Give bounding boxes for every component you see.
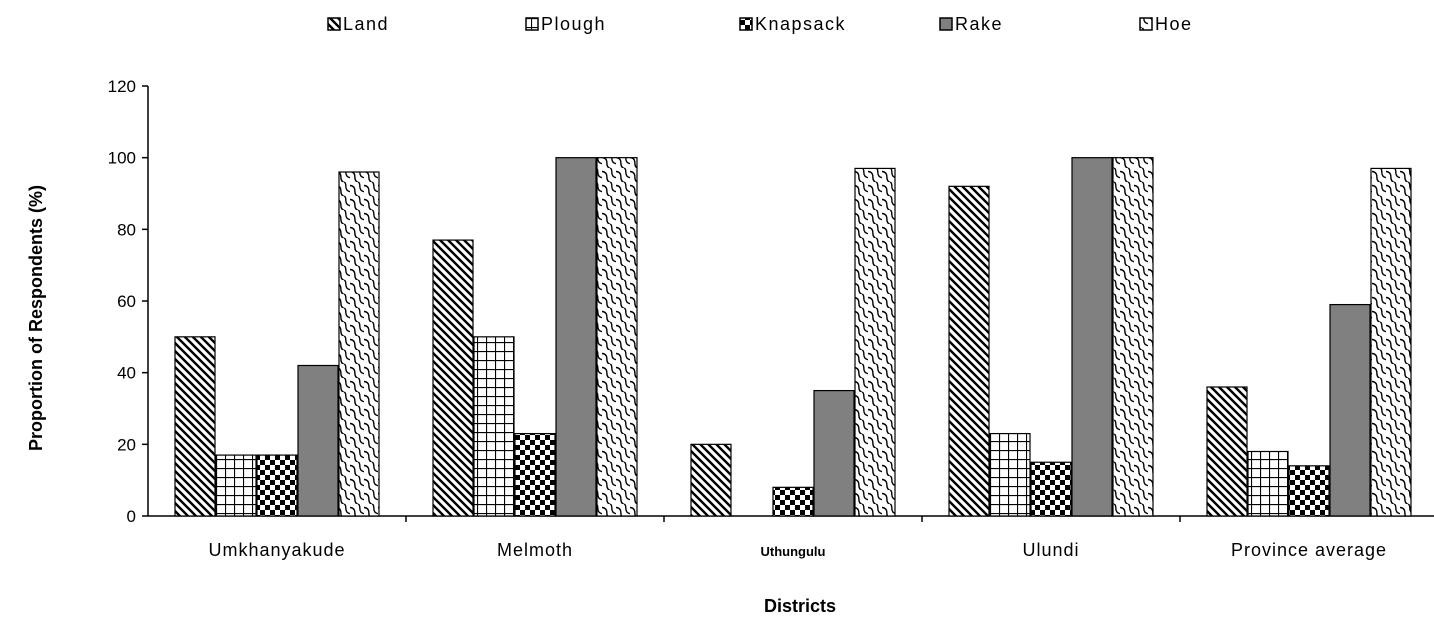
bar-plough-umkhanyakude <box>215 454 257 517</box>
bar-knapsack-province-average <box>1288 465 1330 517</box>
bar-land-ulundi <box>948 185 990 517</box>
bar-hoe-melmoth <box>596 157 638 517</box>
legend-swatch-land <box>327 17 341 31</box>
bar-rake-melmoth <box>555 157 597 517</box>
bar-plough-melmoth <box>473 336 515 517</box>
legend-label-land: Land <box>343 14 389 34</box>
bar-hoe-province-average <box>1370 167 1412 517</box>
bar-knapsack-ulundi <box>1030 461 1072 517</box>
bar-rake-ulundi <box>1071 157 1113 517</box>
bar-plough-province-average <box>1247 450 1289 517</box>
legend-label-hoe: Hoe <box>1155 14 1193 34</box>
legend-swatch-hoe <box>1139 17 1153 31</box>
y-axis-title: Proportion of Respondents (%) <box>26 185 46 451</box>
legend-label-plough: Plough <box>541 14 606 34</box>
x-tick-label-ulundi: Ulundi <box>1022 540 1079 560</box>
y-tick-label: 100 <box>108 149 136 168</box>
y-tick-label: 120 <box>108 77 136 96</box>
bar-knapsack-umkhanyakude <box>256 454 298 517</box>
bar-hoe-ulundi <box>1112 157 1154 517</box>
x-axis-title: Districts <box>764 596 836 616</box>
x-tick-label-province-average: Province average <box>1231 540 1387 560</box>
bar-rake-province-average <box>1329 303 1371 517</box>
legend: Land Plough Knapsack Rake Hoe <box>327 14 1193 34</box>
x-axis: Umkhanyakude Melmoth Uthungulu Ulundi Provin… <box>148 515 1434 560</box>
y-tick-label: 0 <box>127 507 136 526</box>
bar-land-uthungulu <box>690 443 732 517</box>
x-tick-label-melmoth: Melmoth <box>497 540 573 560</box>
y-tick-label: 60 <box>117 292 136 311</box>
bar-land-umkhanyakude <box>174 336 216 517</box>
bar-plough-ulundi <box>989 432 1031 517</box>
y-axis: 0 20 40 60 80 100 120 <box>108 77 149 526</box>
bar-hoe-umkhanyakude <box>338 171 380 517</box>
bar-land-province-average <box>1206 386 1248 517</box>
bars <box>174 157 1412 517</box>
bar-knapsack-melmoth <box>514 432 556 517</box>
bar-rake-uthungulu <box>813 389 855 517</box>
legend-label-knapsack: Knapsack <box>755 14 846 34</box>
x-tick-label-uthungulu: Uthungulu <box>761 544 826 559</box>
y-tick-label: 40 <box>117 364 136 383</box>
legend-swatch-plough <box>525 17 539 31</box>
x-tick-label-umkhanyakude: Umkhanyakude <box>208 540 345 560</box>
bar-hoe-uthungulu <box>854 167 896 517</box>
y-tick-label: 80 <box>117 220 136 239</box>
legend-swatch-knapsack <box>739 17 753 31</box>
legend-label-rake: Rake <box>955 14 1003 34</box>
legend-swatch-rake <box>939 17 953 31</box>
bar-land-melmoth <box>432 239 474 517</box>
bar-knapsack-uthungulu <box>772 486 814 517</box>
bar-rake-umkhanyakude <box>297 364 339 517</box>
y-tick-label: 20 <box>117 435 136 454</box>
